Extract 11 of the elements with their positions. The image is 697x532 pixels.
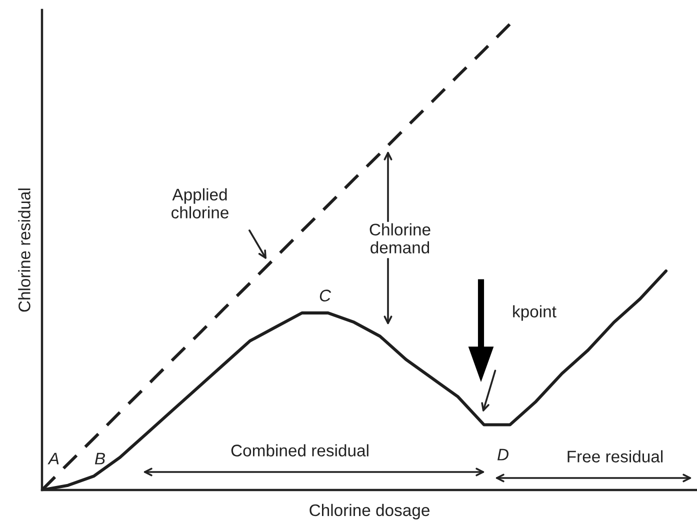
- annotation: D: [497, 448, 508, 460]
- annotation: A: [48, 452, 59, 464]
- annotation: Chlorine demand: [370, 223, 430, 254]
- annotation: Applied chlorine: [172, 188, 228, 218]
- y-axis-title: Chlorine residual: [18, 188, 30, 312]
- x-axis-title: Chlorine dosage: [310, 504, 430, 520]
- annotation: kpoint: [513, 305, 556, 321]
- annotation: C: [320, 290, 332, 302]
- annotation: Free residual: [568, 450, 663, 462]
- annotation: Combined residual: [231, 444, 368, 456]
- annotation: B: [94, 452, 105, 464]
